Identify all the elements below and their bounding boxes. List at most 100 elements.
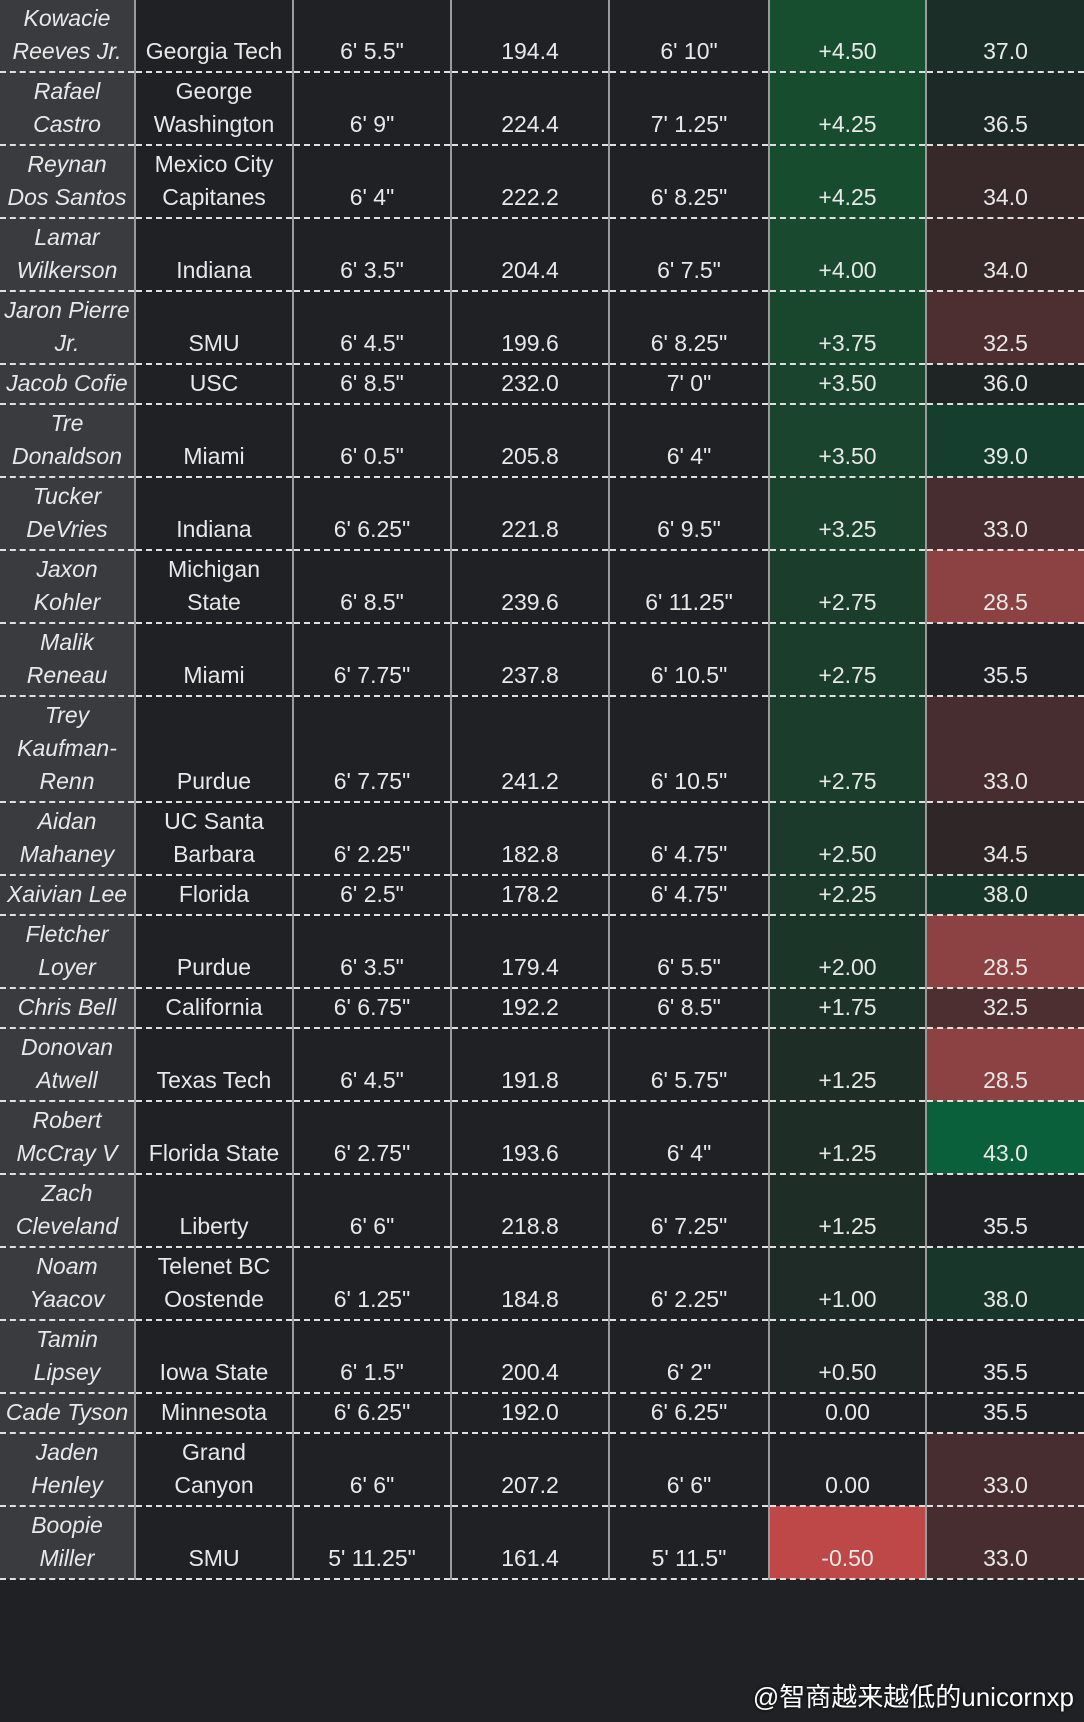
score: 39.0 [926,404,1084,478]
difference: +1.25 [769,1174,927,1248]
table-row: Reynan Dos Santos Mexico City Capitanes 6'… [0,145,1084,219]
height: 6' 2.25" [293,802,452,876]
player-name: Xaivian Lee [0,875,136,916]
difference: +4.25 [769,145,927,219]
weight: 221.8 [451,477,610,551]
difference: +2.00 [769,915,927,989]
score: 33.0 [926,1433,1084,1507]
height: 6' 1.25" [293,1247,452,1321]
height: 6' 5.5" [293,0,452,73]
table-row: Tamin Lipsey Iowa State 6' 1.5" 200.4 6' 2" +… [0,1320,1084,1394]
table-row: Jaxon Kohler Michigan State 6' 8.5" 239.6 6'… [0,550,1084,624]
score: 34.0 [926,145,1084,219]
wingspan: 6' 8.5" [609,988,770,1029]
school: USC [135,364,294,405]
table-row: Kowacie Reeves Jr. Georgia Tech 6' 5.5" 194… [0,0,1084,73]
wingspan: 6' 7.5" [609,218,770,292]
player-name: Aidan Mahaney [0,802,136,876]
school: Minnesota [135,1393,294,1434]
wingspan: 6' 4" [609,404,770,478]
school: Liberty [135,1174,294,1248]
difference: +3.75 [769,291,927,365]
wingspan: 6' 2" [609,1320,770,1394]
height: 6' 4.5" [293,1028,452,1102]
school: Georgia Tech [135,0,294,73]
player-name: Boopie Miller [0,1506,136,1580]
score: 35.5 [926,1393,1084,1434]
player-name: Trey Kaufman-Renn [0,696,136,803]
height: 6' 1.5" [293,1320,452,1394]
wingspan: 6' 8.25" [609,291,770,365]
wingspan: 6' 10.5" [609,623,770,697]
school: George Washington [135,72,294,146]
wingspan: 6' 2.25" [609,1247,770,1321]
height: 6' 0.5" [293,404,452,478]
difference: 0.00 [769,1393,927,1434]
wingspan: 5' 11.5" [609,1506,770,1580]
height: 6' 4" [293,145,452,219]
table-row: Xaivian Lee Florida 6' 2.5" 178.2 6' 4.75" +2… [0,875,1084,916]
height: 6' 3.5" [293,915,452,989]
player-name: Rafael Castro [0,72,136,146]
score: 43.0 [926,1101,1084,1175]
score: 32.5 [926,988,1084,1029]
school: SMU [135,1506,294,1580]
wingspan: 6' 5.5" [609,915,770,989]
school: Michigan State [135,550,294,624]
school: Telenet BC Oostende [135,1247,294,1321]
player-name: Malik Reneau [0,623,136,697]
school: Texas Tech [135,1028,294,1102]
difference: +1.25 [769,1101,927,1175]
player-name: Tucker DeVries [0,477,136,551]
player-name: Tre Donaldson [0,404,136,478]
watermark: @智商越来越低的unicornxp [752,1682,1074,1712]
height: 5' 11.25" [293,1506,452,1580]
wingspan: 6' 9.5" [609,477,770,551]
score: 35.5 [926,1174,1084,1248]
score: 38.0 [926,875,1084,916]
weight: 204.4 [451,218,610,292]
school: Grand Canyon [135,1433,294,1507]
wingspan: 6' 7.25" [609,1174,770,1248]
weight: 232.0 [451,364,610,405]
player-name: Noam Yaacov [0,1247,136,1321]
weight: 191.8 [451,1028,610,1102]
school: Florida State [135,1101,294,1175]
difference: +3.50 [769,404,927,478]
weight: 182.8 [451,802,610,876]
table-row: Malik Reneau Miami 6' 7.75" 237.8 6' 10.5" +2… [0,623,1084,697]
player-name: Robert McCray V [0,1101,136,1175]
school: Florida [135,875,294,916]
difference: 0.00 [769,1433,927,1507]
weight: 199.6 [451,291,610,365]
difference: -0.50 [769,1506,927,1580]
difference: +2.75 [769,696,927,803]
school: California [135,988,294,1029]
height: 6' 3.5" [293,218,452,292]
difference: +3.25 [769,477,927,551]
weight: 194.4 [451,0,610,73]
difference: +0.50 [769,1320,927,1394]
difference: +4.00 [769,218,927,292]
height: 6' 6.25" [293,477,452,551]
school: Iowa State [135,1320,294,1394]
weight: 179.4 [451,915,610,989]
weight: 241.2 [451,696,610,803]
table-row: Chris Bell California 6' 6.75" 192.2 6' 8.5"… [0,988,1084,1029]
score: 33.0 [926,1506,1084,1580]
height: 6' 6.25" [293,1393,452,1434]
height: 6' 8.5" [293,550,452,624]
weight: 207.2 [451,1433,610,1507]
player-table: Kowacie Reeves Jr. Georgia Tech 6' 5.5" 194… [0,0,1084,1580]
wingspan: 6' 10" [609,0,770,73]
table-row: Tre Donaldson Miami 6' 0.5" 205.8 6' 4" +3.50… [0,404,1084,478]
school: UC Santa Barbara [135,802,294,876]
score: 28.5 [926,1028,1084,1102]
table-row: Tucker DeVries Indiana 6' 6.25" 221.8 6' 9.5… [0,477,1084,551]
weight: 192.2 [451,988,610,1029]
table-row: Boopie Miller SMU 5' 11.25" 161.4 5' 11.5" -0… [0,1506,1084,1580]
player-name: Reynan Dos Santos [0,145,136,219]
height: 6' 6" [293,1174,452,1248]
wingspan: 6' 11.25" [609,550,770,624]
